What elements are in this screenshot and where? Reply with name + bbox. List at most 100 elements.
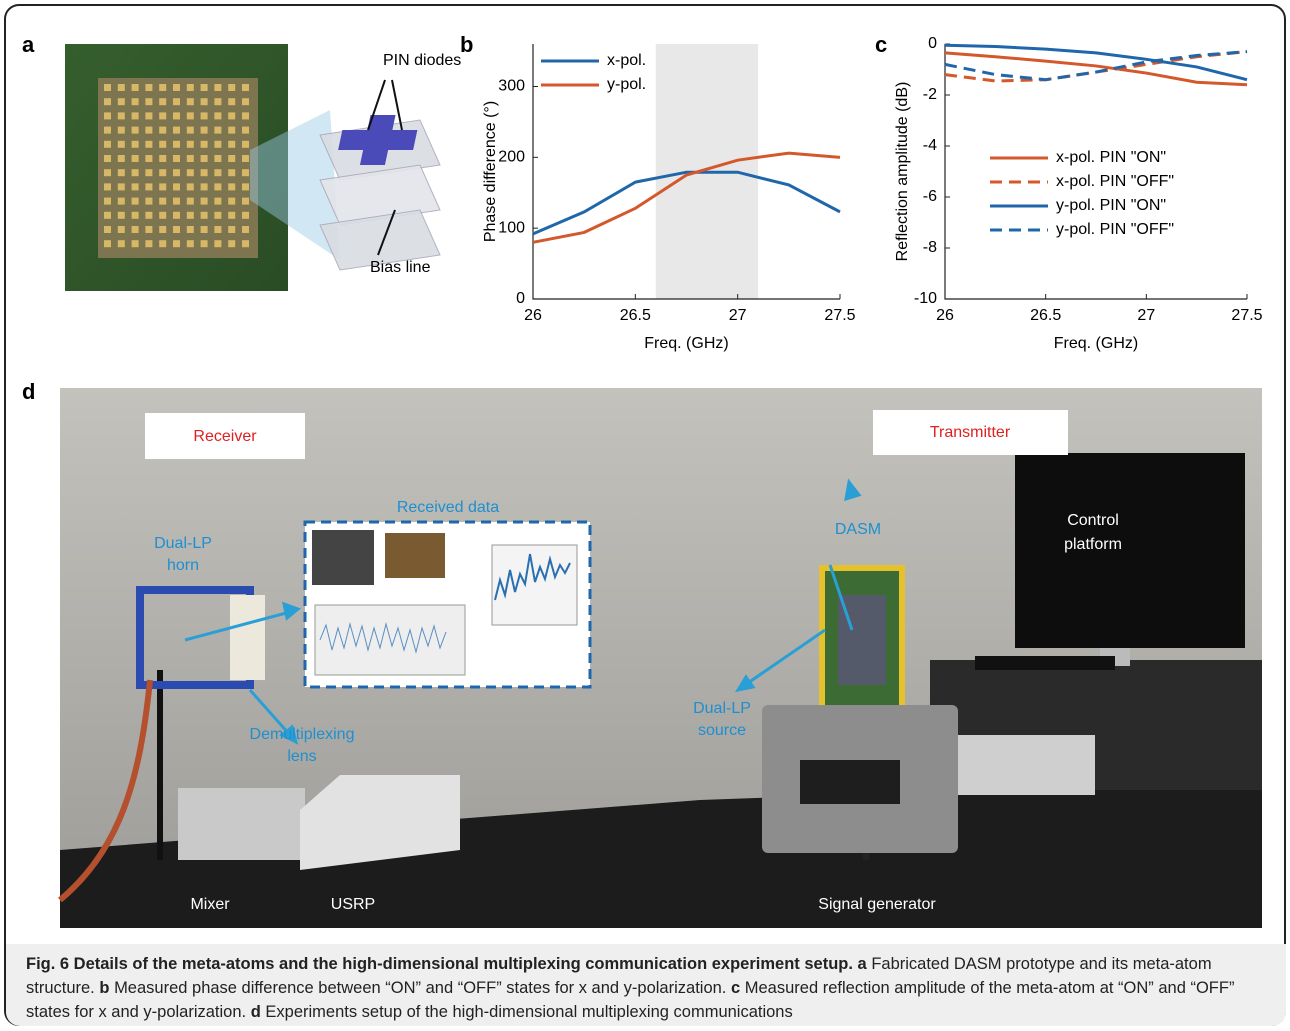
pcb-cell — [118, 112, 125, 119]
pcb-cell — [214, 112, 221, 119]
pcb-cell — [187, 84, 194, 91]
caption-item-label: a — [858, 955, 867, 973]
pcb-cell — [214, 127, 221, 134]
pcb-cell — [173, 198, 180, 205]
pcb-cell — [145, 240, 152, 247]
caption-item-label: c — [731, 979, 740, 997]
pcb-cell — [159, 98, 166, 105]
label: Dual-LP — [693, 700, 751, 717]
pcb-cell — [118, 127, 125, 134]
pcb-cell — [187, 183, 194, 190]
pcb-cell — [228, 141, 235, 148]
pcb-cell — [242, 112, 249, 119]
pcb-cell — [159, 155, 166, 162]
pcb-cell — [214, 141, 221, 148]
pcb-cell — [173, 226, 180, 233]
figure: a PIN diodes Bias line d — [0, 0, 1290, 1031]
pcb-cell — [159, 112, 166, 119]
pcb-cell — [145, 84, 152, 91]
pcb-cell — [145, 98, 152, 105]
pcb-cell — [228, 183, 235, 190]
panel-label: c — [875, 32, 887, 57]
pcb-cell — [201, 169, 208, 176]
label: lens — [287, 748, 316, 765]
pcb-cell — [201, 212, 208, 219]
label: Demultiplexing — [250, 726, 355, 743]
pcb-cell — [187, 198, 194, 205]
y-tick-label: 300 — [498, 78, 525, 95]
legend-label: y-pol. PIN "ON" — [1056, 197, 1166, 214]
pcb-cell — [104, 240, 111, 247]
y-tick-label: 100 — [498, 219, 525, 236]
pcb-cell — [145, 212, 152, 219]
pcb-cell — [132, 212, 139, 219]
label: source — [698, 722, 746, 739]
pcb-cell — [132, 226, 139, 233]
pcb-cell — [201, 155, 208, 162]
pcb-cell — [187, 155, 194, 162]
label: DASM — [835, 521, 881, 538]
pcb-cell — [104, 141, 111, 148]
pcb-cell — [145, 183, 152, 190]
label: horn — [167, 557, 199, 574]
pcb-cell — [159, 212, 166, 219]
pcb-cell — [173, 240, 180, 247]
pcb-cell — [242, 198, 249, 205]
pcb-cell — [242, 183, 249, 190]
pcb-cell — [159, 198, 166, 205]
pcb-cell — [104, 98, 111, 105]
x-axis-label: Freq. (GHz) — [1054, 335, 1138, 352]
pcb-cell — [173, 155, 180, 162]
label: Mixer — [190, 896, 230, 913]
pcb-cell — [201, 112, 208, 119]
pcb-cell — [228, 212, 235, 219]
annotation: PIN diodes — [383, 52, 461, 69]
pcb-cell — [132, 155, 139, 162]
pcb-cell — [187, 112, 194, 119]
pcb-cell — [228, 112, 235, 119]
pcb-cell — [145, 141, 152, 148]
label: Dual-LP — [154, 535, 212, 552]
pcb-cell — [145, 226, 152, 233]
pcb-cell — [132, 112, 139, 119]
y-tick-label: -4 — [923, 137, 937, 154]
pcb-cell — [145, 198, 152, 205]
x-tick-label: 27.5 — [824, 307, 855, 324]
pcb-cell — [118, 141, 125, 148]
pcb-cell — [104, 84, 111, 91]
pcb-cell — [214, 169, 221, 176]
pcb-cell — [104, 183, 111, 190]
y-tick-label: -6 — [923, 188, 937, 205]
pcb-cell — [173, 169, 180, 176]
pcb-cell — [201, 183, 208, 190]
y-tick-label: 200 — [498, 149, 525, 166]
pcb-cell — [228, 198, 235, 205]
pcb-cell — [201, 198, 208, 205]
label: USRP — [331, 896, 375, 913]
pcb-cell — [173, 141, 180, 148]
x-tick-label: 27 — [1137, 307, 1155, 324]
pcb-cell — [104, 112, 111, 119]
pcb-cell — [228, 84, 235, 91]
legend-label: y-pol. PIN "OFF" — [1056, 221, 1174, 238]
caption-title: Fig. 6 Details of the meta-atoms and the… — [26, 955, 853, 973]
pcb-cell — [173, 84, 180, 91]
pcb-cell — [132, 84, 139, 91]
caption-item-text: Experiments setup of the high-dimensiona… — [265, 1003, 792, 1021]
pcb-cell — [118, 169, 125, 176]
pcb-cell — [187, 212, 194, 219]
pcb-cell — [159, 127, 166, 134]
pcb-cell — [242, 127, 249, 134]
pcb-cell — [228, 169, 235, 176]
pcb-cell — [242, 141, 249, 148]
pcb-cell — [173, 183, 180, 190]
pcb-cell — [104, 212, 111, 219]
panel-label: d — [22, 379, 35, 404]
pcb-cell — [145, 112, 152, 119]
pcb-cell — [159, 141, 166, 148]
pcb-cell — [242, 155, 249, 162]
pcb-cell — [159, 84, 166, 91]
pcb-cell — [104, 155, 111, 162]
setup-photo — [60, 388, 1262, 928]
x-tick-label: 27.5 — [1231, 307, 1262, 324]
